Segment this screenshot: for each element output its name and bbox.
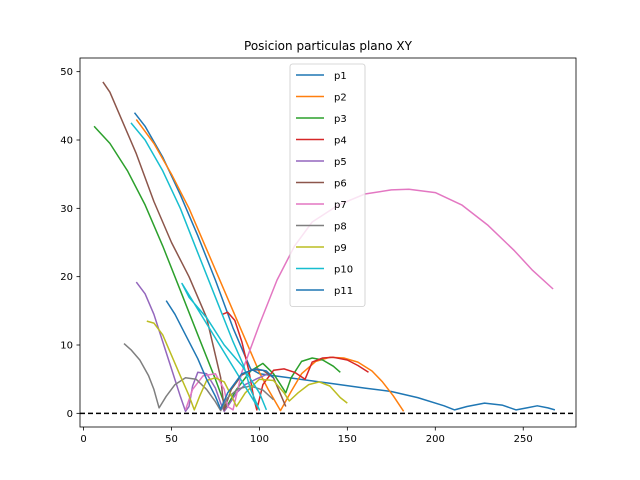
axis-layer: 0 50 100 150 200 250 0 10 20 30 40 50 (60, 67, 533, 445)
legend-label-p2: p2 (334, 93, 347, 104)
series-line-p4 (222, 311, 369, 411)
y-tick-label: 10 (60, 341, 73, 352)
series-line-p1 (133, 112, 556, 411)
legend-label-p8: p8 (334, 222, 347, 233)
legend-label-p9: p9 (334, 243, 347, 254)
legend-label-p1: p1 (334, 71, 347, 82)
legend-label-p11: p11 (334, 286, 353, 297)
chart-title: Posicion particulas plano XY (244, 39, 413, 53)
series-line-p11 (165, 300, 275, 410)
x-tick-label: 100 (250, 434, 269, 445)
legend-label-p4: p4 (334, 136, 347, 147)
x-tick-label: 200 (426, 434, 445, 445)
y-tick-label: 40 (60, 136, 73, 147)
series-line-p10 (130, 122, 268, 411)
legend: p1 p2 p3 p4 p5 p6 p7 p8 p9 p10 p11 (289, 63, 366, 307)
x-tick-label: 150 (338, 434, 357, 445)
legend-label-p7: p7 (334, 200, 347, 211)
series-line-p9 (146, 320, 348, 411)
series-layer (93, 81, 556, 413)
y-tick-label: 20 (60, 272, 73, 283)
x-tick-label: 250 (514, 434, 533, 445)
legend-label-p6: p6 (334, 179, 347, 190)
y-tick-label: 50 (60, 67, 73, 78)
legend-label-p10: p10 (334, 265, 353, 276)
legend-box (289, 63, 366, 307)
legend-label-p3: p3 (334, 114, 347, 125)
y-tick-label: 0 (67, 409, 73, 420)
series-line-p6 (102, 81, 287, 411)
y-tick-label: 30 (60, 204, 73, 215)
series-line-p2 (135, 119, 405, 412)
plot-frame (79, 57, 577, 428)
legend-label-p5: p5 (334, 157, 347, 168)
x-tick-label: 50 (165, 434, 178, 445)
x-tick-label: 0 (80, 434, 86, 445)
series-line-p3 (93, 125, 341, 409)
series-line-p8 (123, 343, 275, 412)
